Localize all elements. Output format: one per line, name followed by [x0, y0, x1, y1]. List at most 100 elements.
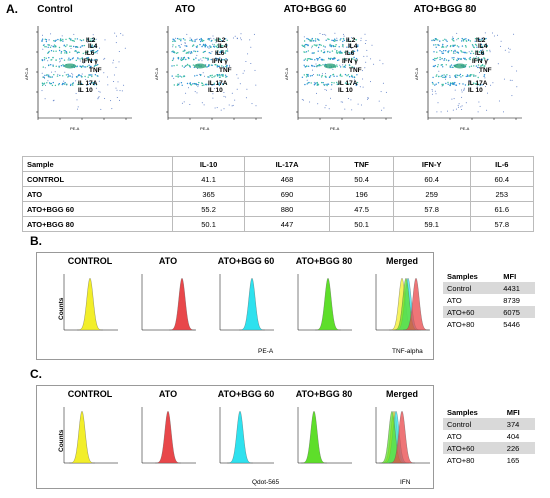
- event-dot: [458, 83, 461, 85]
- event-dot: [114, 32, 116, 34]
- event-dot: [72, 40, 74, 42]
- event-dot: [481, 58, 483, 60]
- event-dot: [226, 39, 228, 41]
- event-dot: [318, 44, 320, 46]
- event-dot: [472, 82, 475, 84]
- event-dot: [94, 74, 97, 76]
- event-dot: [45, 84, 46, 86]
- table-row: CONTROL 41.1 468 50.4 60.4 60.4: [21, 171, 535, 187]
- event-dot: [460, 76, 462, 78]
- event-dot: [50, 64, 52, 66]
- event-dot: [316, 81, 318, 84]
- event-dot: [191, 40, 193, 42]
- event-dot: [340, 38, 342, 40]
- event-dot: [463, 51, 465, 53]
- event-dot: [306, 37, 308, 40]
- event-dot: [462, 38, 465, 41]
- mfi-table-c: Samples MFI Control 374 ATO 404 ATO+60 226 A…: [443, 406, 535, 466]
- event-dot: [210, 58, 212, 61]
- event-dot: [46, 82, 48, 84]
- event-dot: [74, 38, 76, 40]
- event-dot: [216, 44, 219, 46]
- event-dot: [68, 37, 71, 40]
- event-dot: [92, 40, 94, 42]
- event-dot: [309, 101, 311, 103]
- event-dot: [343, 35, 345, 37]
- event-dot: [479, 105, 481, 107]
- event-dot: [190, 38, 193, 41]
- event-dot: [221, 65, 223, 67]
- event-dot: [215, 64, 217, 66]
- event-dot: [92, 83, 95, 86]
- event-dot: [331, 50, 334, 52]
- cell: ATO+BGG 60: [21, 201, 174, 217]
- event-dot: [98, 90, 100, 92]
- event-dot: [472, 52, 475, 55]
- event-dot: [328, 57, 329, 59]
- event-dot: [215, 41, 217, 43]
- marker-label-c: IFN: [400, 479, 411, 486]
- event-dot: [332, 45, 335, 48]
- event-dot: [455, 108, 457, 110]
- event-dot: [317, 38, 319, 40]
- population-label: IL 17A: [208, 80, 228, 87]
- event-dot: [314, 83, 316, 85]
- histogram-title: ATO+BGG 80: [295, 256, 353, 266]
- event-dot: [75, 80, 77, 82]
- event-dot: [309, 40, 311, 42]
- event-dot: [177, 57, 179, 59]
- event-dot: [443, 76, 445, 79]
- event-dot: [477, 76, 479, 79]
- event-dot: [338, 59, 340, 61]
- event-dot: [442, 43, 444, 46]
- event-dot: [179, 75, 181, 77]
- event-dot: [221, 75, 224, 77]
- event-dot: [77, 106, 79, 108]
- event-dot: [336, 83, 339, 86]
- cell: 196: [329, 186, 394, 202]
- event-dot: [62, 40, 64, 42]
- event-dot: [344, 64, 347, 66]
- table-row: ATO+60 6075: [443, 306, 535, 318]
- event-dot: [237, 77, 239, 79]
- event-dot: [336, 65, 338, 68]
- event-dot: [204, 45, 206, 48]
- event-dot: [342, 66, 344, 68]
- event-dot: [441, 52, 443, 55]
- event-dot: [95, 58, 98, 61]
- mfi-header: Samples MFI: [443, 406, 535, 418]
- event-dot: [202, 57, 204, 59]
- event-dot: [104, 39, 106, 41]
- event-dot: [80, 75, 82, 77]
- event-dot: [62, 83, 65, 85]
- event-dot: [370, 81, 371, 83]
- event-dot: [240, 33, 242, 35]
- event-dot: [90, 52, 93, 54]
- event-dot: [307, 75, 309, 77]
- cell: ATO: [447, 295, 462, 305]
- event-dot: [189, 104, 191, 105]
- event-dot: [208, 38, 210, 40]
- event-dot: [91, 44, 94, 46]
- histogram-title: CONTROL: [67, 256, 113, 266]
- event-dot: [206, 66, 208, 68]
- event-dot: [385, 91, 387, 93]
- histogram-title: ATO+BGG 60: [217, 389, 275, 399]
- event-dot: [91, 45, 93, 47]
- event-dot: [317, 58, 319, 60]
- event-dot: [198, 59, 200, 61]
- event-dot: [207, 84, 210, 86]
- event-dot: [94, 51, 97, 53]
- event-dot: [45, 39, 48, 41]
- event-dot: [45, 46, 47, 48]
- event-dot: [445, 50, 447, 52]
- event-dot: [317, 103, 319, 105]
- population-label: IFN γ: [342, 58, 358, 65]
- event-dot: [327, 38, 329, 40]
- event-dot: [200, 74, 202, 76]
- event-dot: [73, 45, 75, 48]
- population-label: IL4: [88, 43, 98, 50]
- event-dot: [328, 38, 330, 41]
- histogram-plot: [375, 274, 430, 331]
- event-dot: [486, 45, 488, 47]
